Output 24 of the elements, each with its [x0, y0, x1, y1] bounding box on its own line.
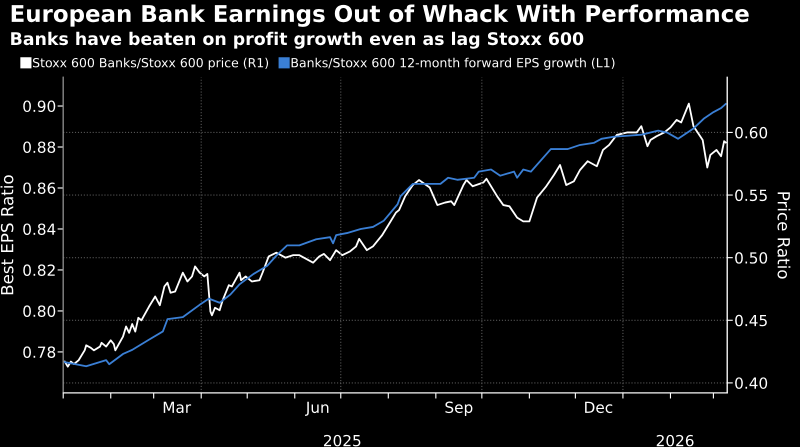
legend-label: Stoxx 600 Banks/Stoxx 600 price (R1) [32, 58, 268, 70]
chart-title: European Bank Earnings Out of Whack With Performance [12, 4, 749, 27]
y-axis-title: Best EPS Ratio [0, 175, 14, 294]
y2-tick-label: 0.60 [735, 126, 768, 138]
y-tick-label: 0.90 [23, 100, 56, 112]
y2-tick-label: 0.40 [735, 377, 768, 389]
y2-tick-label: 0.45 [735, 314, 767, 326]
chart-subtitle: Banks have beaten on profit growth even as lag Stoxx 600 [11, 32, 584, 49]
x-tick-label: Mar [164, 402, 192, 414]
y2-axis-title: Price Ratio [777, 192, 790, 279]
x2-tick-label: 2025 [324, 434, 360, 446]
y-tick-label: 0.84 [23, 223, 56, 235]
x-tick-label: Dec [585, 402, 612, 414]
y2-tick-label: 0.55 [735, 190, 767, 202]
legend-label: Banks/Stoxx 600 12-month forward EPS growth (L1) [292, 58, 614, 70]
y2-tick-label: 0.50 [735, 252, 768, 264]
y-tick-label: 0.82 [23, 264, 55, 276]
y-tick-label: 0.80 [23, 305, 56, 317]
x2-tick-label: 2026 [656, 434, 694, 446]
y-tick-label: 0.88 [23, 141, 56, 154]
y-tick-label: 0.78 [23, 346, 56, 358]
x-tick-label: Jun [305, 402, 328, 416]
x-tick-label: Sep [445, 402, 472, 416]
y-tick-label: 0.86 [23, 182, 56, 194]
